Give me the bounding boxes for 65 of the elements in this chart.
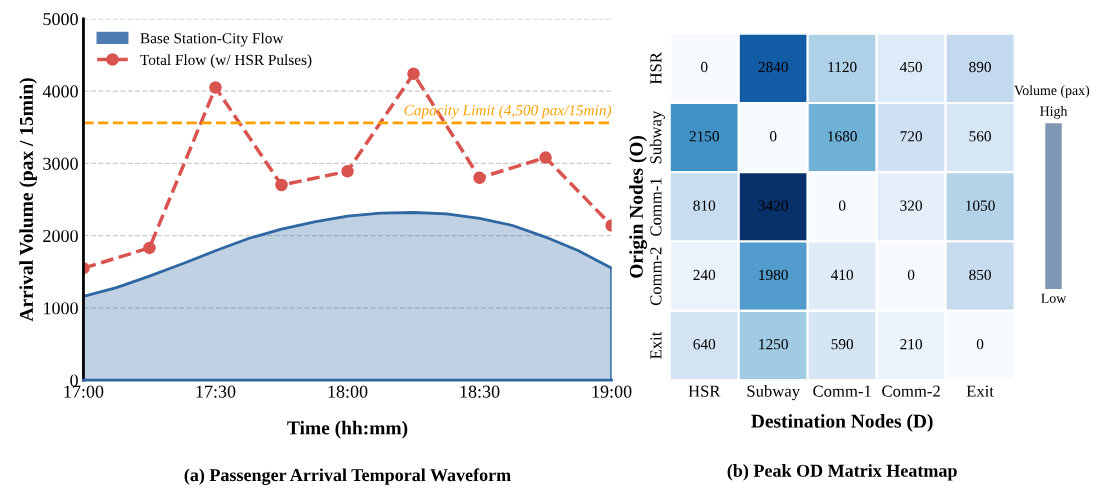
point	[209, 81, 222, 94]
point	[275, 178, 288, 192]
data-label: 2840	[758, 61, 788, 73]
y-tick-label: HSR	[650, 52, 662, 85]
y-tick-label: Comm-2	[650, 247, 662, 306]
text: High	[1040, 106, 1068, 119]
point	[407, 67, 420, 80]
y-tick-label: Exit	[650, 331, 662, 359]
x-tick-label: 19:00	[592, 385, 632, 398]
legend-label: Total Flow (w/ HSR Pulses)	[140, 54, 312, 69]
data-label: 240	[693, 269, 716, 281]
x-tick-label: 18:30	[460, 385, 500, 398]
data-label: 2150	[689, 131, 719, 142]
data-label: 560	[969, 131, 991, 142]
x-axis-title: Time (hh:mm)	[287, 420, 408, 439]
x-tick-label: 18:00	[328, 385, 368, 398]
data-label: 410	[831, 269, 854, 281]
point	[143, 241, 156, 255]
point	[341, 165, 354, 178]
y-tick-label: Subway	[649, 110, 665, 164]
data-label: 210	[900, 339, 922, 350]
x-tick-label: Comm-2	[882, 385, 940, 397]
data-label: 1250	[759, 339, 788, 350]
y-axis-title: Arrival Volume (pax / 15min)	[19, 78, 37, 322]
data-label: 1120	[828, 61, 857, 73]
text: (a) Passenger Arrival Temporal Waveform	[184, 468, 511, 485]
x-tick-label: 17:00	[64, 385, 104, 398]
data-label: 640	[693, 339, 716, 350]
data-label: 3420	[758, 200, 788, 211]
x-tick-label: Comm-1	[813, 385, 871, 397]
data-label: 720	[900, 131, 922, 142]
data-label: 810	[693, 200, 716, 211]
y-tick-label: 0	[70, 374, 78, 387]
x-tick-label: HSR	[688, 385, 721, 397]
legend-label: Base Station-City Flow	[140, 32, 284, 47]
data-label: 850	[969, 269, 991, 281]
data-label: 1980	[759, 269, 788, 281]
y-tick-label: 2000	[43, 229, 78, 243]
x-axis-title: Destination Nodes (D)	[751, 414, 933, 432]
x-tick-label: 17:30	[196, 385, 236, 398]
y-tick-label: 1000	[44, 302, 78, 315]
data-label: 0	[769, 131, 777, 142]
y-tick-label: 4000	[42, 85, 78, 98]
data-label: 0	[701, 61, 708, 73]
ref-line-label: Capacity Limit (4,500 pax/15min)	[404, 104, 612, 119]
data-label: 0	[976, 339, 984, 350]
y-tick-label: Comm-1	[650, 178, 662, 236]
y-tick-label: 5000	[43, 13, 78, 26]
data-label: 590	[831, 339, 854, 350]
color-bar-title: Volume (pax)	[1014, 85, 1090, 98]
text: (b) Peak OD Matrix Heatmap	[727, 464, 957, 481]
data-label: 450	[899, 61, 922, 73]
data-label: 0	[907, 269, 915, 281]
data-label: 320	[900, 200, 922, 211]
x-tick-label: Exit	[966, 385, 994, 397]
data-label: 1680	[828, 131, 857, 142]
text: Low	[1041, 293, 1067, 303]
y-tick-label: 3000	[43, 157, 78, 170]
data-label: 890	[969, 61, 991, 73]
y-axis-title: Origin Nodes (O)	[629, 135, 647, 278]
point	[539, 151, 552, 164]
data-label: 0	[838, 200, 846, 211]
x-tick-label: Subway	[747, 385, 800, 401]
point	[473, 171, 486, 185]
data-label: 1050	[966, 200, 995, 211]
